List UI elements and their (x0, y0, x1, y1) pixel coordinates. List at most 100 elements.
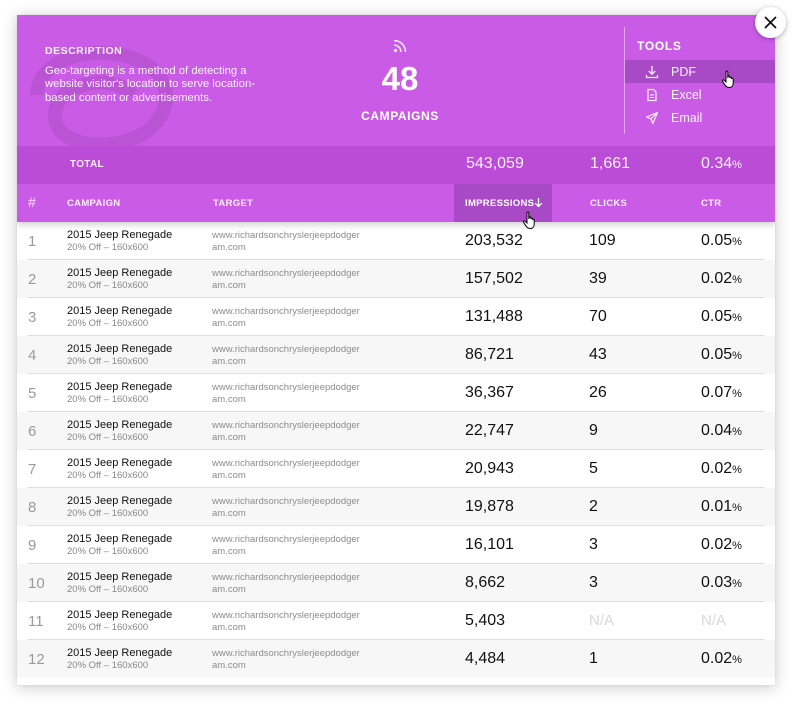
row-ctr-value: 0.02 (701, 270, 733, 287)
campaign-name: 2015 Jeep Renegade (67, 495, 173, 507)
column-header-ctr[interactable]: CTR (701, 198, 722, 209)
row-impressions: 16,101 (465, 536, 514, 553)
campaign-name: 2015 Jeep Renegade (67, 305, 173, 317)
table-row[interactable]: 12 2015 Jeep Renegade 20% Off – 160x600 … (17, 640, 775, 678)
table-row[interactable]: 8 2015 Jeep Renegade 20% Off – 160x600 w… (17, 488, 775, 526)
table-row[interactable]: 5 2015 Jeep Renegade 20% Off – 160x600 w… (17, 374, 775, 412)
report-header: DESCRIPTION Geo-targeting is a method of… (17, 15, 775, 222)
table-row[interactable]: 7 2015 Jeep Renegade 20% Off – 160x600 w… (17, 450, 775, 488)
row-clicks: 109 (589, 232, 616, 249)
row-clicks: N/A (589, 612, 615, 629)
table-row[interactable]: 4 2015 Jeep Renegade 20% Off – 160x600 w… (17, 336, 775, 374)
row-ctr: 0.02% (701, 270, 742, 288)
row-ctr: 0.03% (701, 574, 742, 592)
table-row[interactable]: 6 2015 Jeep Renegade 20% Off – 160x600 w… (17, 412, 775, 450)
row-divider (28, 487, 764, 488)
row-number: 10 (28, 575, 45, 592)
row-ctr-suffix: % (732, 464, 742, 476)
row-impressions: 203,532 (465, 232, 523, 249)
row-impressions: 19,878 (465, 498, 514, 515)
row-ctr-value: 0.04 (701, 422, 733, 439)
row-divider (28, 335, 764, 336)
row-number: 2 (28, 271, 37, 288)
tool-pdf-label: PDF (671, 64, 696, 79)
sort-down-icon (534, 198, 543, 208)
column-header-number: # (28, 194, 37, 210)
row-ctr-suffix: % (732, 578, 742, 590)
close-button[interactable] (755, 7, 786, 38)
row-ctr: 0.07% (701, 384, 742, 402)
row-ctr-suffix: % (732, 654, 742, 666)
row-ctr-suffix: % (732, 312, 742, 324)
campaign-target: www.richardsonchryslerjeepdodgeram.com (212, 306, 360, 329)
campaign-subtitle: 20% Off – 160x600 (67, 242, 149, 253)
column-header-clicks[interactable]: CLICKS (590, 198, 628, 209)
row-ctr-suffix: % (732, 388, 742, 400)
row-ctr-value: 0.05 (701, 232, 733, 249)
campaign-name: 2015 Jeep Renegade (67, 229, 173, 241)
campaign-subtitle: 20% Off – 160x600 (67, 432, 149, 443)
row-number: 1 (28, 233, 37, 250)
row-number: 7 (28, 461, 37, 478)
description-text: Geo-targeting is a method of detecting a… (45, 65, 255, 104)
campaign-target: www.richardsonchryslerjeepdodgeram.com (212, 458, 360, 481)
campaign-report-panel: DESCRIPTION Geo-targeting is a method of… (17, 15, 775, 685)
row-divider (28, 373, 764, 374)
column-header-impressions[interactable]: IMPRESSIONS (454, 184, 552, 222)
tool-email-label: Email (671, 110, 703, 125)
hand-cursor-icon (721, 70, 734, 89)
row-clicks: 1 (589, 650, 598, 667)
table-row[interactable]: 9 2015 Jeep Renegade 20% Off – 160x600 w… (17, 526, 775, 564)
table-header: # CAMPAIGN TARGET IMPRESSIONS CLICKS CTR (17, 184, 775, 222)
row-ctr: 0.02% (701, 650, 742, 668)
tool-pdf-button[interactable]: PDF (625, 60, 775, 83)
table-row[interactable]: 11 2015 Jeep Renegade 20% Off – 160x600 … (17, 602, 775, 640)
column-header-target[interactable]: TARGET (213, 198, 254, 209)
row-ctr-suffix: % (732, 236, 742, 248)
row-ctr-suffix: % (732, 274, 742, 286)
row-ctr: 0.05% (701, 308, 742, 326)
campaign-target: www.richardsonchryslerjeepdodgeram.com (212, 648, 360, 671)
campaign-name: 2015 Jeep Renegade (67, 419, 173, 431)
table-row[interactable]: 10 2015 Jeep Renegade 20% Off – 160x600 … (17, 564, 775, 602)
campaign-name: 2015 Jeep Renegade (67, 343, 173, 355)
total-ctr-suffix: % (732, 159, 742, 171)
row-clicks: 5 (589, 460, 598, 477)
table-row[interactable]: 3 2015 Jeep Renegade 20% Off – 160x600 w… (17, 298, 775, 336)
row-number: 12 (28, 651, 45, 668)
campaign-target: www.richardsonchryslerjeepdodgeram.com (212, 382, 360, 405)
row-number: 5 (28, 385, 37, 402)
row-impressions: 20,943 (465, 460, 514, 477)
row-ctr-suffix: % (732, 540, 742, 552)
campaign-subtitle: 20% Off – 160x600 (67, 356, 149, 367)
row-ctr: 0.04% (701, 422, 742, 440)
row-clicks: 3 (589, 574, 598, 591)
row-ctr: 0.02% (701, 460, 742, 478)
campaign-name: 2015 Jeep Renegade (67, 381, 173, 393)
total-impressions: 543,059 (466, 155, 524, 172)
column-header-campaign[interactable]: CAMPAIGN (67, 198, 121, 209)
total-ctr: 0.34% (701, 155, 742, 173)
hand-cursor-icon (522, 211, 535, 230)
row-clicks: 9 (589, 422, 598, 439)
row-clicks: 26 (589, 384, 607, 401)
row-impressions: 131,488 (465, 308, 523, 325)
totals-row: TOTAL 543,059 1,661 0.34% (17, 146, 775, 184)
close-icon (764, 16, 777, 29)
row-number: 9 (28, 537, 37, 554)
tool-email-button[interactable]: Email (625, 106, 775, 129)
tool-excel-button[interactable]: Excel (625, 83, 775, 106)
row-ctr-value: 0.01 (701, 498, 733, 515)
row-divider (28, 639, 764, 640)
row-divider (28, 297, 764, 298)
table-row[interactable]: 2 2015 Jeep Renegade 20% Off – 160x600 w… (17, 260, 775, 298)
row-ctr: N/A (701, 612, 726, 629)
campaign-name: 2015 Jeep Renegade (67, 571, 173, 583)
campaign-name: 2015 Jeep Renegade (67, 267, 173, 279)
tools-label: TOOLS (637, 39, 682, 53)
row-number: 3 (28, 309, 37, 326)
table-row[interactable]: 1 2015 Jeep Renegade 20% Off – 160x600 w… (17, 222, 775, 260)
column-header-impressions-label: IMPRESSIONS (465, 198, 535, 209)
tools-divider (624, 27, 625, 134)
campaign-count: 48 (381, 60, 419, 97)
